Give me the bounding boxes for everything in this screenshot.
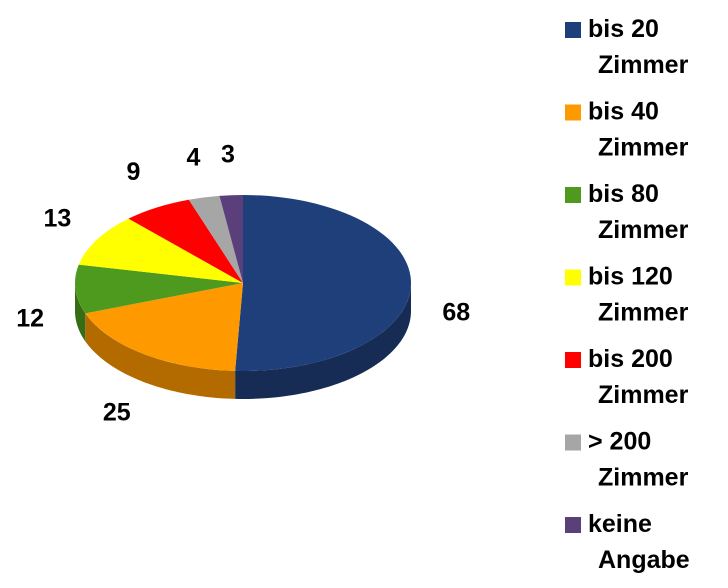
legend-line: Zimmer xyxy=(598,381,689,409)
slice xyxy=(85,283,243,371)
legend-line: > 200 xyxy=(588,427,651,455)
legend-label: bis 200 Zimmer xyxy=(588,345,689,409)
legend-swatch xyxy=(565,434,581,451)
data-label: 68 xyxy=(442,299,470,327)
legend-label: bis 120 Zimmer xyxy=(588,262,689,326)
legend-swatch xyxy=(565,269,581,286)
slice xyxy=(235,195,411,371)
legend-label: bis 80 Zimmer xyxy=(588,180,689,244)
data-label: 12 xyxy=(16,305,44,333)
slice xyxy=(78,218,243,283)
legend-line: bis 40 xyxy=(588,97,659,125)
slice-side xyxy=(85,313,236,399)
slice xyxy=(128,199,243,283)
legend-swatch xyxy=(565,22,581,38)
slice-side xyxy=(235,283,411,399)
data-label: 9 xyxy=(126,158,140,186)
legend-line: Zimmer xyxy=(598,463,689,491)
data-label: 4 xyxy=(186,144,200,172)
legend-line: Zimmer xyxy=(598,133,689,161)
legend-label: keine Angabe xyxy=(588,510,690,574)
slice xyxy=(74,264,243,314)
slice xyxy=(219,195,243,283)
legend-line: bis 80 xyxy=(588,180,659,208)
legend-line: Zimmer xyxy=(598,216,689,244)
data-label: 3 xyxy=(221,140,235,168)
legend-swatch xyxy=(565,187,581,203)
legend-label: bis 40 Zimmer xyxy=(588,97,689,161)
data-label: 13 xyxy=(43,205,71,233)
legend-line: Zimmer xyxy=(598,298,689,326)
legend-swatch xyxy=(565,104,581,121)
legend-label: bis 20 Zimmer xyxy=(588,15,689,79)
legend-line: keine xyxy=(588,510,652,538)
legend-line: bis 120 xyxy=(588,262,673,290)
legend-line: Angabe xyxy=(598,546,690,574)
legend-line: Zimmer xyxy=(598,51,689,79)
legend-line: bis 200 xyxy=(588,345,673,373)
data-label: 25 xyxy=(103,398,131,426)
legend-label: > 200 Zimmer xyxy=(588,427,689,491)
slice-side xyxy=(75,283,86,342)
slice xyxy=(188,195,243,283)
legend-line: bis 20 xyxy=(588,15,659,43)
legend-swatch xyxy=(565,517,581,533)
legend-swatch xyxy=(565,352,581,368)
